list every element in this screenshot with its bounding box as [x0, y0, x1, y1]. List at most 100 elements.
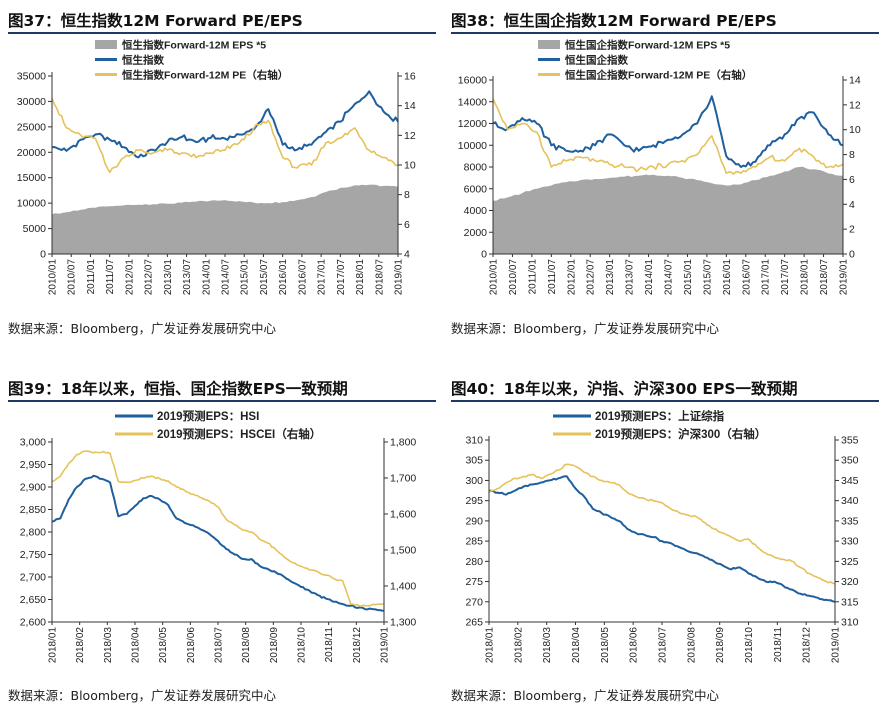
x-tick-label: 2018/07: [374, 259, 385, 296]
source-note: 数据来源：Bloomberg，广发证券发展研究中心: [8, 688, 276, 703]
y-right-tick-label: 1,800: [390, 437, 416, 449]
x-tick-label: 2018/01: [48, 627, 59, 664]
y-left-tick-label: 20000: [17, 147, 46, 159]
y-right-tick-label: 1,600: [390, 509, 416, 521]
x-tick-label: 2013/07: [625, 259, 636, 296]
x-tick-label: 2015/01: [240, 259, 251, 296]
title-rule: [8, 32, 436, 34]
chart-title: 图37：恒生指数12M Forward PE/EPS: [8, 12, 303, 30]
x-tick-label: 2012/07: [144, 259, 155, 296]
y-right-tick-label: 355: [841, 435, 859, 447]
y-left-tick-label: 0: [481, 249, 487, 261]
x-tick-label: 2012/01: [124, 259, 135, 296]
y-right-tick-label: 2: [849, 224, 855, 236]
chart-panel-fig39: 图39：18年以来，恒指、国企指数EPS一致预期 2,600 2,650 2,700…: [0, 368, 442, 709]
x-tick-label: 2015/07: [702, 259, 713, 296]
x-tick-label: 2017/01: [761, 259, 772, 296]
chart-fig37: 0 5000 10000 15000 20000 25000 30000 35000 4 6 8 10…: [17, 39, 416, 296]
x-tick-label: 2010/01: [48, 259, 59, 296]
legend-label: 恒生指数: [122, 54, 164, 67]
y-left-tick-label: 280: [465, 556, 483, 568]
y-left-tick-label: 2,750: [20, 549, 46, 561]
series-line-1: [51, 450, 385, 608]
x-tick-label: 2018/11: [773, 627, 784, 663]
x-tick-label: 2018/08: [241, 627, 252, 664]
y-right-tick-label: 10: [849, 124, 861, 136]
x-tick-label: 2016/07: [297, 259, 308, 296]
x-tick-label: 2014/01: [644, 259, 655, 296]
y-right-tick-label: 330: [841, 536, 859, 548]
chart-fig38: 0 2000 4000 6000 8000 10000 12000 14000 16000 0 2 4…: [458, 39, 861, 296]
y-right-tick-label: 8: [849, 149, 855, 161]
x-tick-label: 2016/07: [741, 259, 752, 296]
y-right-tick-label: 320: [841, 576, 859, 588]
x-tick-label: 2013/07: [182, 259, 193, 296]
x-tick-label: 2014/01: [201, 259, 212, 296]
x-tick-label: 2018/12: [802, 627, 813, 664]
y-right-tick-label: 10: [404, 160, 416, 172]
series-area-0: [52, 184, 398, 254]
x-tick-label: 2019/01: [831, 627, 842, 664]
y-right-tick-label: 345: [841, 475, 859, 487]
y-right-tick-label: 8: [404, 189, 410, 201]
y-right-tick-label: 1,300: [390, 617, 416, 629]
legend-label: 恒生指数Forward-12M EPS *5: [122, 39, 266, 52]
y-left-tick-label: 12000: [458, 118, 487, 130]
y-right-tick-label: 1,500: [390, 545, 416, 557]
x-tick-label: 2014/07: [221, 259, 232, 296]
y-left-tick-label: 310: [465, 435, 483, 447]
legend-label: 恒生国企指数: [565, 54, 628, 67]
x-tick-label: 2018/12: [352, 627, 363, 664]
x-tick-label: 2018/03: [103, 627, 114, 664]
y-left-tick-label: 15000: [17, 172, 46, 184]
y-right-tick-label: 340: [841, 495, 859, 507]
x-tick-label: 2018/04: [131, 627, 142, 664]
x-tick-label: 2018/10: [744, 627, 755, 664]
source-note: 数据来源：Bloomberg，广发证券发展研究中心: [451, 321, 719, 336]
x-tick-label: 2018/09: [715, 627, 726, 664]
x-tick-label: 2015/07: [259, 259, 270, 296]
source-note: 数据来源：Bloomberg，广发证券发展研究中心: [8, 321, 276, 336]
y-right-tick-label: 4: [849, 199, 855, 211]
y-left-tick-label: 3,000: [20, 437, 46, 449]
y-right-tick-label: 0: [849, 249, 855, 261]
x-tick-label: 2018/01: [800, 259, 811, 296]
y-right-tick-label: 335: [841, 515, 859, 527]
y-left-tick-label: 2,800: [20, 527, 46, 539]
y-right-tick-label: 12: [404, 130, 416, 142]
y-left-tick-label: 290: [465, 515, 483, 527]
x-tick-label: 2019/01: [380, 627, 391, 664]
y-right-tick-label: 4: [404, 249, 410, 261]
x-tick-label: 2011/07: [547, 259, 558, 295]
source-note: 数据来源：Bloomberg，广发证券发展研究中心: [451, 688, 719, 703]
y-left-tick-label: 2,850: [20, 504, 46, 516]
y-right-tick-label: 12: [849, 99, 861, 111]
series-line-2: [492, 98, 844, 175]
legend-swatch: [95, 40, 117, 49]
x-tick-label: 2019/01: [394, 259, 405, 296]
x-tick-label: 2011/01: [86, 259, 97, 295]
x-tick-label: 2019/01: [839, 259, 850, 296]
y-left-tick-label: 16000: [458, 75, 487, 87]
y-right-tick-label: 1,400: [390, 581, 416, 593]
x-tick-label: 2018/02: [75, 627, 86, 664]
x-tick-label: 2016/01: [278, 259, 289, 296]
x-tick-label: 2010/01: [489, 259, 500, 296]
x-tick-label: 2011/07: [105, 259, 116, 295]
x-tick-label: 2018/07: [658, 627, 669, 664]
x-tick-label: 2010/07: [508, 259, 519, 296]
x-tick-label: 2011/01: [527, 259, 538, 295]
legend-label: 2019预测EPS：HSI: [157, 409, 259, 423]
series-line-0: [488, 475, 836, 603]
y-left-tick-label: 4000: [464, 205, 488, 217]
title-rule: [8, 400, 436, 402]
chart-panel-fig40: 图40：18年以来，沪指、沪深300 EPS一致预期 265 270 275 280 2…: [443, 368, 885, 709]
series-line-1: [51, 90, 399, 159]
legend-label: 2019预测EPS：沪深300（右轴）: [595, 427, 766, 441]
chart-fig39: 2,600 2,650 2,700 2,750 2,800 2,850 2,900 2,950…: [20, 409, 417, 664]
x-tick-label: 2018/05: [600, 627, 611, 664]
y-right-tick-label: 6: [849, 174, 855, 186]
y-left-tick-label: 2,650: [20, 594, 46, 606]
y-left-tick-label: 2,900: [20, 482, 46, 494]
series-line-1: [492, 95, 844, 168]
